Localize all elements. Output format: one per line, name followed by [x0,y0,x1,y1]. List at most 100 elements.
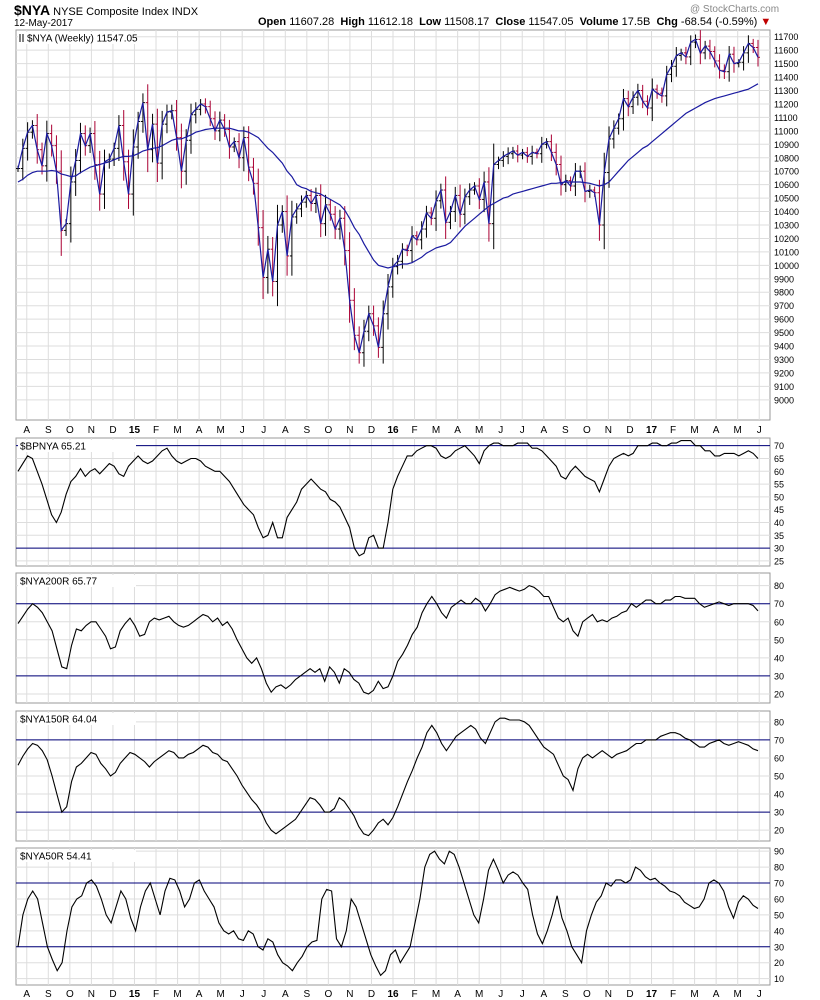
y-tick-label: 10100 [774,247,799,257]
x-tick-label: J [240,989,245,1000]
x-tick-label: S [45,989,52,1000]
x-tick-label: J [498,425,503,436]
y-tick-label: 60 [774,894,784,904]
high-label: High [340,16,365,28]
x-tick-label: 17 [646,989,658,1000]
y-tick-label: 50 [774,772,784,782]
y-tick-label: 11700 [774,32,798,42]
bars-icon [19,34,24,42]
x-tick-label: O [583,425,591,436]
x-tick-label: A [454,425,461,436]
x-tick-label: N [346,989,353,1000]
close-label: Close [495,16,526,28]
y-tick-label: 60 [774,617,784,627]
x-tick-label: 17 [646,425,658,436]
y-tick-label: 60 [774,467,784,477]
panel-title: $BPNYA 65.21 [20,442,86,453]
x-tick-label: A [540,425,547,436]
y-tick-label: 80 [774,863,784,873]
x-tick-label: M [216,425,224,436]
y-tick-label: 10200 [774,234,799,244]
y-tick-label: 10600 [774,180,799,190]
y-tick-label: 11600 [774,46,798,56]
x-tick-label: O [583,989,591,1000]
x-tick-label: M [432,425,440,436]
y-tick-label: 65 [774,454,784,464]
y-tick-label: 9000 [774,395,794,405]
x-tick-label: D [368,989,375,1000]
volume-value: 17.5B [621,16,651,28]
x-tick-label: A [196,989,203,1000]
panel-title: $NYA200R 65.77 [20,577,98,588]
panel-title-bg [18,440,136,452]
y-tick-label: 11500 [774,59,798,69]
x-tick-label: O [66,425,74,436]
x-tick-label: S [303,989,310,1000]
y-tick-label: 40 [774,518,784,528]
x-tick-label: 15 [129,425,141,436]
x-tick-label: M [734,425,742,436]
x-tick-label: A [713,989,720,1000]
x-tick-label: D [109,425,116,436]
y-tick-label: 10700 [774,167,799,177]
y-tick-label: 9300 [774,355,794,365]
x-tick-label: M [690,989,698,1000]
panel-title: $NYA50R 54.41 [20,852,92,863]
x-tick-label: J [757,425,762,436]
x-tick-label: M [690,425,698,436]
volume-label: Volume [579,16,619,28]
x-tick-label: A [196,425,203,436]
symbol-label: $NYA [14,2,51,18]
low-value: 11508.17 [444,16,490,28]
y-tick-label: 10400 [774,207,799,217]
y-tick-label: 11300 [774,86,798,96]
y-tick-label: 30 [774,808,784,818]
x-tick-label: A [23,425,30,436]
y-tick-label: 10500 [774,194,799,204]
chg-value: -68.54 (-0.59%) [680,16,758,28]
x-tick-label: M [475,425,483,436]
y-tick-label: 40 [774,926,784,936]
x-tick-label: F [153,989,159,1000]
x-tick-label: D [626,989,633,1000]
x-tick-label: N [346,425,353,436]
x-tick-label: D [109,989,116,1000]
x-tick-label: A [23,989,30,1000]
y-tick-label: 9200 [774,368,794,378]
chart-header: $NYA NYSE Composite Index INDX [14,2,198,18]
x-tick-label: A [454,989,461,1000]
open-value: 11607.28 [289,16,335,28]
panel-title-bg [18,850,136,862]
y-tick-label: 9600 [774,315,794,325]
x-tick-label: M [173,989,181,1000]
x-tick-label: O [324,989,332,1000]
x-tick-label: D [368,425,375,436]
x-tick-label: M [475,989,483,1000]
x-tick-label: N [88,425,95,436]
y-tick-label: 10 [774,974,784,984]
panel-title-bg [18,575,136,587]
y-tick-label: 11100 [774,113,798,123]
panel-title: $NYA150R 64.04 [20,715,98,726]
y-tick-label: 9900 [774,274,794,284]
x-tick-label: M [173,425,181,436]
y-tick-label: 11000 [774,126,798,136]
close-line [17,38,759,353]
y-tick-label: 30 [774,544,784,554]
y-tick-label: 70 [774,599,784,609]
panel-2: 25 30 35 40 45 50 55 60 65 70 $BPNYA 65.21 [15,437,784,567]
x-tick-label: A [713,425,720,436]
indicator-line [17,717,759,837]
y-tick-label: 30 [774,671,784,681]
high-value: 11612.18 [367,16,413,28]
x-tick-label: S [303,425,310,436]
indicator-line [17,584,759,695]
y-tick-label: 60 [774,753,784,763]
y-tick-label: 9100 [774,382,794,392]
y-tick-label: 10800 [774,153,799,163]
y-tick-label: 11200 [774,99,798,109]
x-tick-label: A [282,425,289,436]
y-tick-label: 70 [774,441,784,451]
indicator-line [17,440,759,557]
